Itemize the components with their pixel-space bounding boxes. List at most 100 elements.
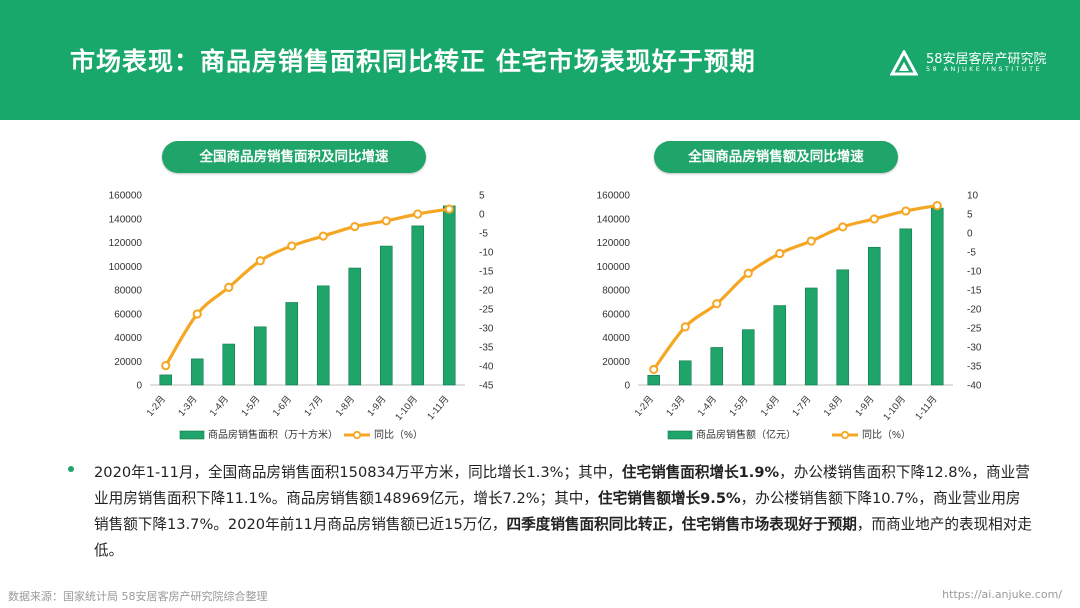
y-left-tick-label: 0 (136, 381, 142, 392)
x-tick-label: 1-10月 (881, 394, 908, 423)
line-point (350, 221, 360, 232)
footer-url[interactable]: https://ai.anjuke.com/ (942, 588, 1062, 601)
bar (285, 302, 299, 386)
summary-seg-2: ，办公楼销售面积下降12.8%，商业营业用房销售面积下降11.1%。商品房销售额… (94, 464, 1030, 507)
x-tick-label: 1-8月 (822, 394, 845, 419)
x-tick-label: 1-11月 (913, 394, 939, 422)
bar (647, 374, 661, 386)
logo-subtitle: 58 ANJUKE INSTITUTE (926, 65, 1042, 73)
y-right-tick-label: 5 (479, 191, 485, 202)
y-left-tick-label: 140000 (597, 214, 631, 225)
chart-title-pill: 全国商品房销售额及同比增速 (654, 141, 898, 173)
bar (867, 246, 881, 386)
bar (411, 225, 425, 386)
page-title: 市场表现：商品房销售面积同比转正 住宅市场表现好于预期 (70, 47, 756, 76)
x-tick-label: 1-3月 (664, 394, 687, 419)
bar (159, 374, 173, 386)
x-tick-label: 1-9月 (853, 394, 876, 419)
y-right-tick-label: -40 (479, 362, 494, 373)
y-left-tick-label: 120000 (109, 238, 143, 249)
y-right-tick-label: -20 (479, 286, 494, 297)
y-right-tick-label: -30 (967, 343, 982, 354)
bar (379, 245, 393, 386)
legend-bar-swatch (667, 430, 693, 440)
y-right-tick-label: 0 (967, 229, 973, 240)
chart-svg: 0 20000 40000 60000 80000 100000 120000 140000 1… (597, 191, 982, 442)
line-point (255, 256, 265, 266)
y-left-tick-label: 40000 (114, 333, 142, 344)
y-right-tick-label: -25 (479, 305, 494, 316)
y-right-tick-label: -15 (967, 286, 982, 297)
legend-bar-label: 商品房销售面积（万十方米） (208, 428, 338, 441)
y-left-tick-label: 60000 (602, 309, 630, 320)
y-left-tick-label: 140000 (109, 214, 143, 225)
summary-bold-1: 住宅销售面积增长1.9% (621, 464, 780, 481)
y-right-tick-label: -20 (967, 305, 982, 316)
line-point (192, 309, 202, 319)
bar (222, 343, 236, 386)
legend-line-label: 同比（%） (374, 429, 423, 441)
bar (253, 326, 267, 386)
y-left-tick-label: 0 (624, 381, 630, 392)
y-right-tick-label: -15 (479, 267, 494, 278)
logo-triangle-icon (890, 50, 918, 76)
y-left-tick-label: 80000 (114, 286, 142, 297)
y-right-tick-label: 10 (967, 191, 979, 202)
summary-bold-3: 四季度销售面积同比转正，住宅销售市场表现好于预期 (506, 516, 857, 533)
summary-text: 2020年1-11月，全国商品房销售面积150834万平方米，同比增长1.3%；… (94, 460, 1034, 564)
data-source: 数据来源：国家统计局 58安居客房产研究院综合整理 (8, 590, 268, 603)
x-tick-label: 1-4月 (696, 394, 719, 419)
legend-bar-label: 商品房销售额（亿元） (696, 428, 796, 441)
summary-seg-3: ，办公楼销售额下降10.7%，商业营业用房销售额下降13.7%。2020年前11… (94, 490, 1021, 533)
line-point (161, 361, 171, 371)
bar (899, 228, 913, 386)
legend-line-marker (352, 430, 362, 440)
line-point (838, 222, 848, 232)
growth-line (652, 204, 938, 371)
y-right-tick-label: -5 (479, 229, 488, 240)
x-tick-label: 1-8月 (334, 394, 357, 419)
x-tick-label: 1-6月 (271, 394, 294, 419)
brand-logo: 58安居客房产研究院 58 ANJUKE INSTITUTE (890, 48, 1065, 78)
y-right-tick-label: -45 (479, 381, 494, 392)
x-tick-label: 1-4月 (208, 394, 231, 419)
y-left-tick-label: 100000 (597, 262, 631, 273)
bullet-dot (68, 466, 74, 472)
x-tick-label: 1-7月 (790, 394, 813, 419)
y-left-tick-label: 160000 (109, 191, 143, 202)
bar (836, 269, 850, 386)
line-point (287, 241, 297, 251)
x-tick-label: 1-6月 (759, 394, 782, 419)
line-point (680, 322, 690, 332)
line-point (743, 268, 753, 278)
y-right-tick-label: -10 (967, 267, 982, 278)
y-left-tick-label: 20000 (114, 357, 142, 368)
line-point (869, 214, 879, 224)
line-point (901, 206, 911, 216)
bar (741, 329, 755, 386)
chart-title-pill: 全国商品房销售面积及同比增速 (162, 141, 426, 173)
y-right-tick-label: -40 (967, 381, 982, 392)
line-point (775, 248, 785, 259)
line-point (381, 216, 391, 226)
logo-name: 58安居客房产研究院 (926, 52, 1047, 67)
header-bar: 市场表现：商品房销售面积同比转正 住宅市场表现好于预期 58安居客房产研究院 5… (0, 0, 1080, 120)
line-point (649, 364, 659, 375)
line-point (444, 204, 454, 214)
chart-sales-area: 全国商品房销售面积及同比增速 0 20000 40000 60000 80000 1000… (70, 135, 540, 450)
line-point (413, 209, 423, 219)
x-tick-label: 1-7月 (302, 394, 325, 419)
bar (678, 360, 692, 386)
growth-line (164, 207, 450, 367)
x-tick-label: 1-3月 (176, 394, 199, 419)
legend-line-marker (840, 430, 850, 440)
bar (348, 267, 362, 386)
chart-svg: 0 20000 40000 60000 80000 100000 120000 140000 1… (109, 191, 494, 442)
y-left-tick-label: 100000 (109, 262, 143, 273)
bar (804, 287, 818, 386)
bar (316, 285, 330, 386)
y-left-tick-label: 20000 (602, 357, 630, 368)
summary-bold-2: 住宅销售额增长9.5% (598, 490, 741, 507)
legend-line-label: 同比（%） (862, 429, 911, 441)
x-tick-label: 1-9月 (365, 394, 388, 419)
